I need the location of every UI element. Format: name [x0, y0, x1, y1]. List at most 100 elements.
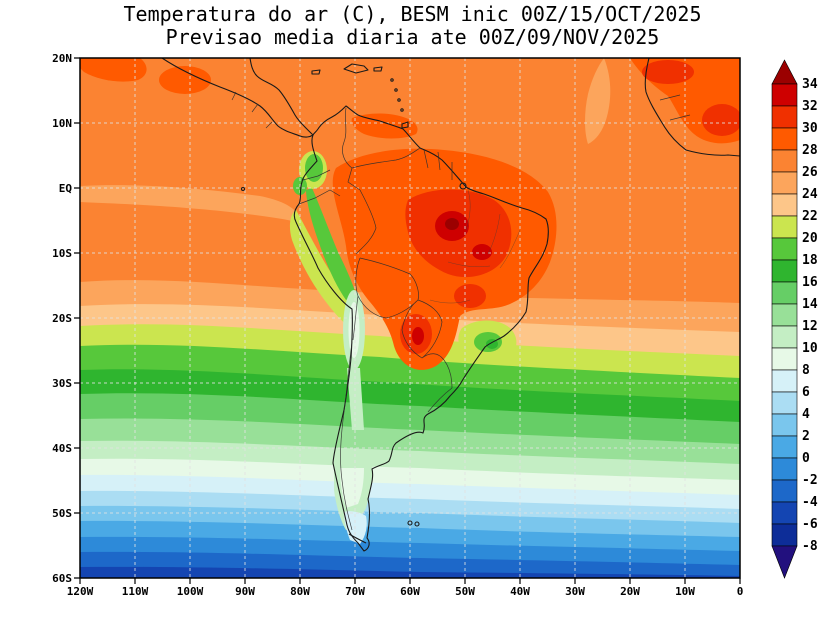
axis-ticks	[74, 57, 741, 584]
lat-label: 10N	[52, 117, 72, 130]
colorbar-segment	[771, 435, 798, 459]
island-galapagos	[240, 186, 246, 192]
lon-label: 0	[737, 585, 744, 598]
colorbar-segment	[771, 391, 798, 415]
colorbar-label: 6	[802, 385, 810, 400]
colorbar-segment	[771, 413, 798, 437]
colorbar-label: 32	[802, 99, 818, 114]
field-hot-core	[454, 284, 486, 308]
colorbar-segment	[771, 479, 798, 503]
field-hot-africa-core	[702, 104, 740, 136]
colorbar-segment	[771, 303, 798, 327]
lat-label: 50S	[52, 507, 72, 520]
lon-label: 10W	[675, 585, 695, 598]
colorbar-labels: 34 32 30 28 26 24 22 20 18 16 14 12 10 8…	[802, 77, 818, 554]
island-dot	[397, 98, 401, 102]
lon-label: 110W	[122, 585, 149, 598]
colorbar-segment	[771, 281, 798, 305]
colorbar-label: -6	[802, 517, 818, 532]
colorbar-label: 30	[802, 121, 818, 136]
colorbar-label: -2	[802, 473, 818, 488]
colorbar-segment	[771, 501, 798, 525]
field-max-spot	[445, 218, 459, 230]
lat-ticks	[74, 57, 80, 579]
colorbar-segment	[771, 237, 798, 261]
grid-layer	[80, 58, 740, 578]
island-jamaica	[311, 69, 321, 75]
field-hottest	[472, 244, 492, 260]
field-cool-colombia	[305, 154, 323, 182]
island-falkland	[414, 521, 420, 527]
gridlines-vertical	[134, 58, 686, 578]
country-borders	[231, 91, 691, 531]
coastline-central-america	[161, 58, 314, 138]
lat-label: 40S	[52, 442, 72, 455]
colorbar-label: 22	[802, 209, 818, 224]
colorbar-label: 24	[802, 187, 818, 202]
lon-label: 100W	[177, 585, 204, 598]
colorbar-label: 4	[802, 407, 810, 422]
lon-label: 40W	[510, 585, 530, 598]
island-falkland	[407, 520, 413, 526]
lat-label: 20S	[52, 312, 72, 325]
colorbar-label: 34	[802, 77, 818, 92]
geo-layer	[161, 58, 740, 552]
field-region	[80, 185, 298, 222]
lat-axis-labels: 20N 10N EQ 10S 20S 30S 40S 50S 60S	[52, 52, 72, 585]
colorbar-label: -8	[802, 539, 818, 554]
field-hot-venezuela	[351, 113, 418, 139]
field-patagonia-core	[340, 468, 364, 508]
lon-label: 80W	[290, 585, 310, 598]
colorbar-label: 26	[802, 165, 818, 180]
colorbar-label: -4	[802, 495, 818, 510]
lon-label: 120W	[67, 585, 94, 598]
colorbar-label: 20	[802, 231, 818, 246]
colorbar-segment	[771, 325, 798, 349]
colorbar: 34 32 30 28 26 24 22 20 18 16 14 12 10 8…	[771, 59, 818, 579]
chart-title-line1: Temperatura do ar (C), BESM inic 00Z/15/…	[123, 2, 702, 26]
island-trinidad	[401, 121, 409, 129]
island-puerto-rico	[373, 66, 383, 72]
colorbar-arrow-under	[771, 545, 798, 579]
field-hot-pacific	[159, 66, 211, 94]
field-hot-africa-core	[642, 60, 694, 84]
colorbar-label: 8	[802, 363, 810, 378]
colorbar-label: 2	[802, 429, 810, 444]
colorbar-arrow-over	[771, 59, 798, 85]
colorbar-label: 16	[802, 275, 818, 290]
field-hottest	[412, 327, 424, 345]
lon-label: 20W	[620, 585, 640, 598]
colorbar-segment	[771, 127, 798, 151]
island-dot	[390, 78, 394, 82]
island-hispaniola	[343, 63, 369, 74]
colorbar-label: 18	[802, 253, 818, 268]
island-marajo	[459, 182, 467, 190]
lat-label: EQ	[59, 182, 73, 195]
lon-label: 60W	[400, 585, 420, 598]
lon-label: 70W	[345, 585, 365, 598]
magellan-strait	[348, 533, 367, 544]
lon-label: 50W	[455, 585, 475, 598]
colorbar-label: 14	[802, 297, 818, 312]
colorbar-segment	[771, 215, 798, 239]
lesser-antilles-islands	[390, 78, 404, 112]
colorbar-segment	[771, 369, 798, 393]
colorbar-segment	[771, 259, 798, 283]
field-cool-andes	[306, 188, 356, 300]
colorbar-segment	[771, 347, 798, 371]
lon-axis-labels: 120W 110W 100W 90W 80W 70W 60W 50W 40W 3…	[67, 585, 744, 598]
colorbar-label: 0	[802, 451, 810, 466]
field-cool-se-brazil	[486, 339, 498, 349]
lon-label: 90W	[235, 585, 255, 598]
lat-label: 30S	[52, 377, 72, 390]
colorbar-label: 10	[802, 341, 818, 356]
colorbar-segment	[771, 523, 798, 547]
colorbar-label: 12	[802, 319, 818, 334]
colorbar-segment	[771, 149, 798, 173]
colorbar-segment	[771, 105, 798, 129]
coastline-south-america	[293, 105, 549, 552]
chart-title-line2: Previsao media diaria ate 00Z/09/NOV/202…	[165, 25, 660, 49]
lat-label: 20N	[52, 52, 72, 65]
